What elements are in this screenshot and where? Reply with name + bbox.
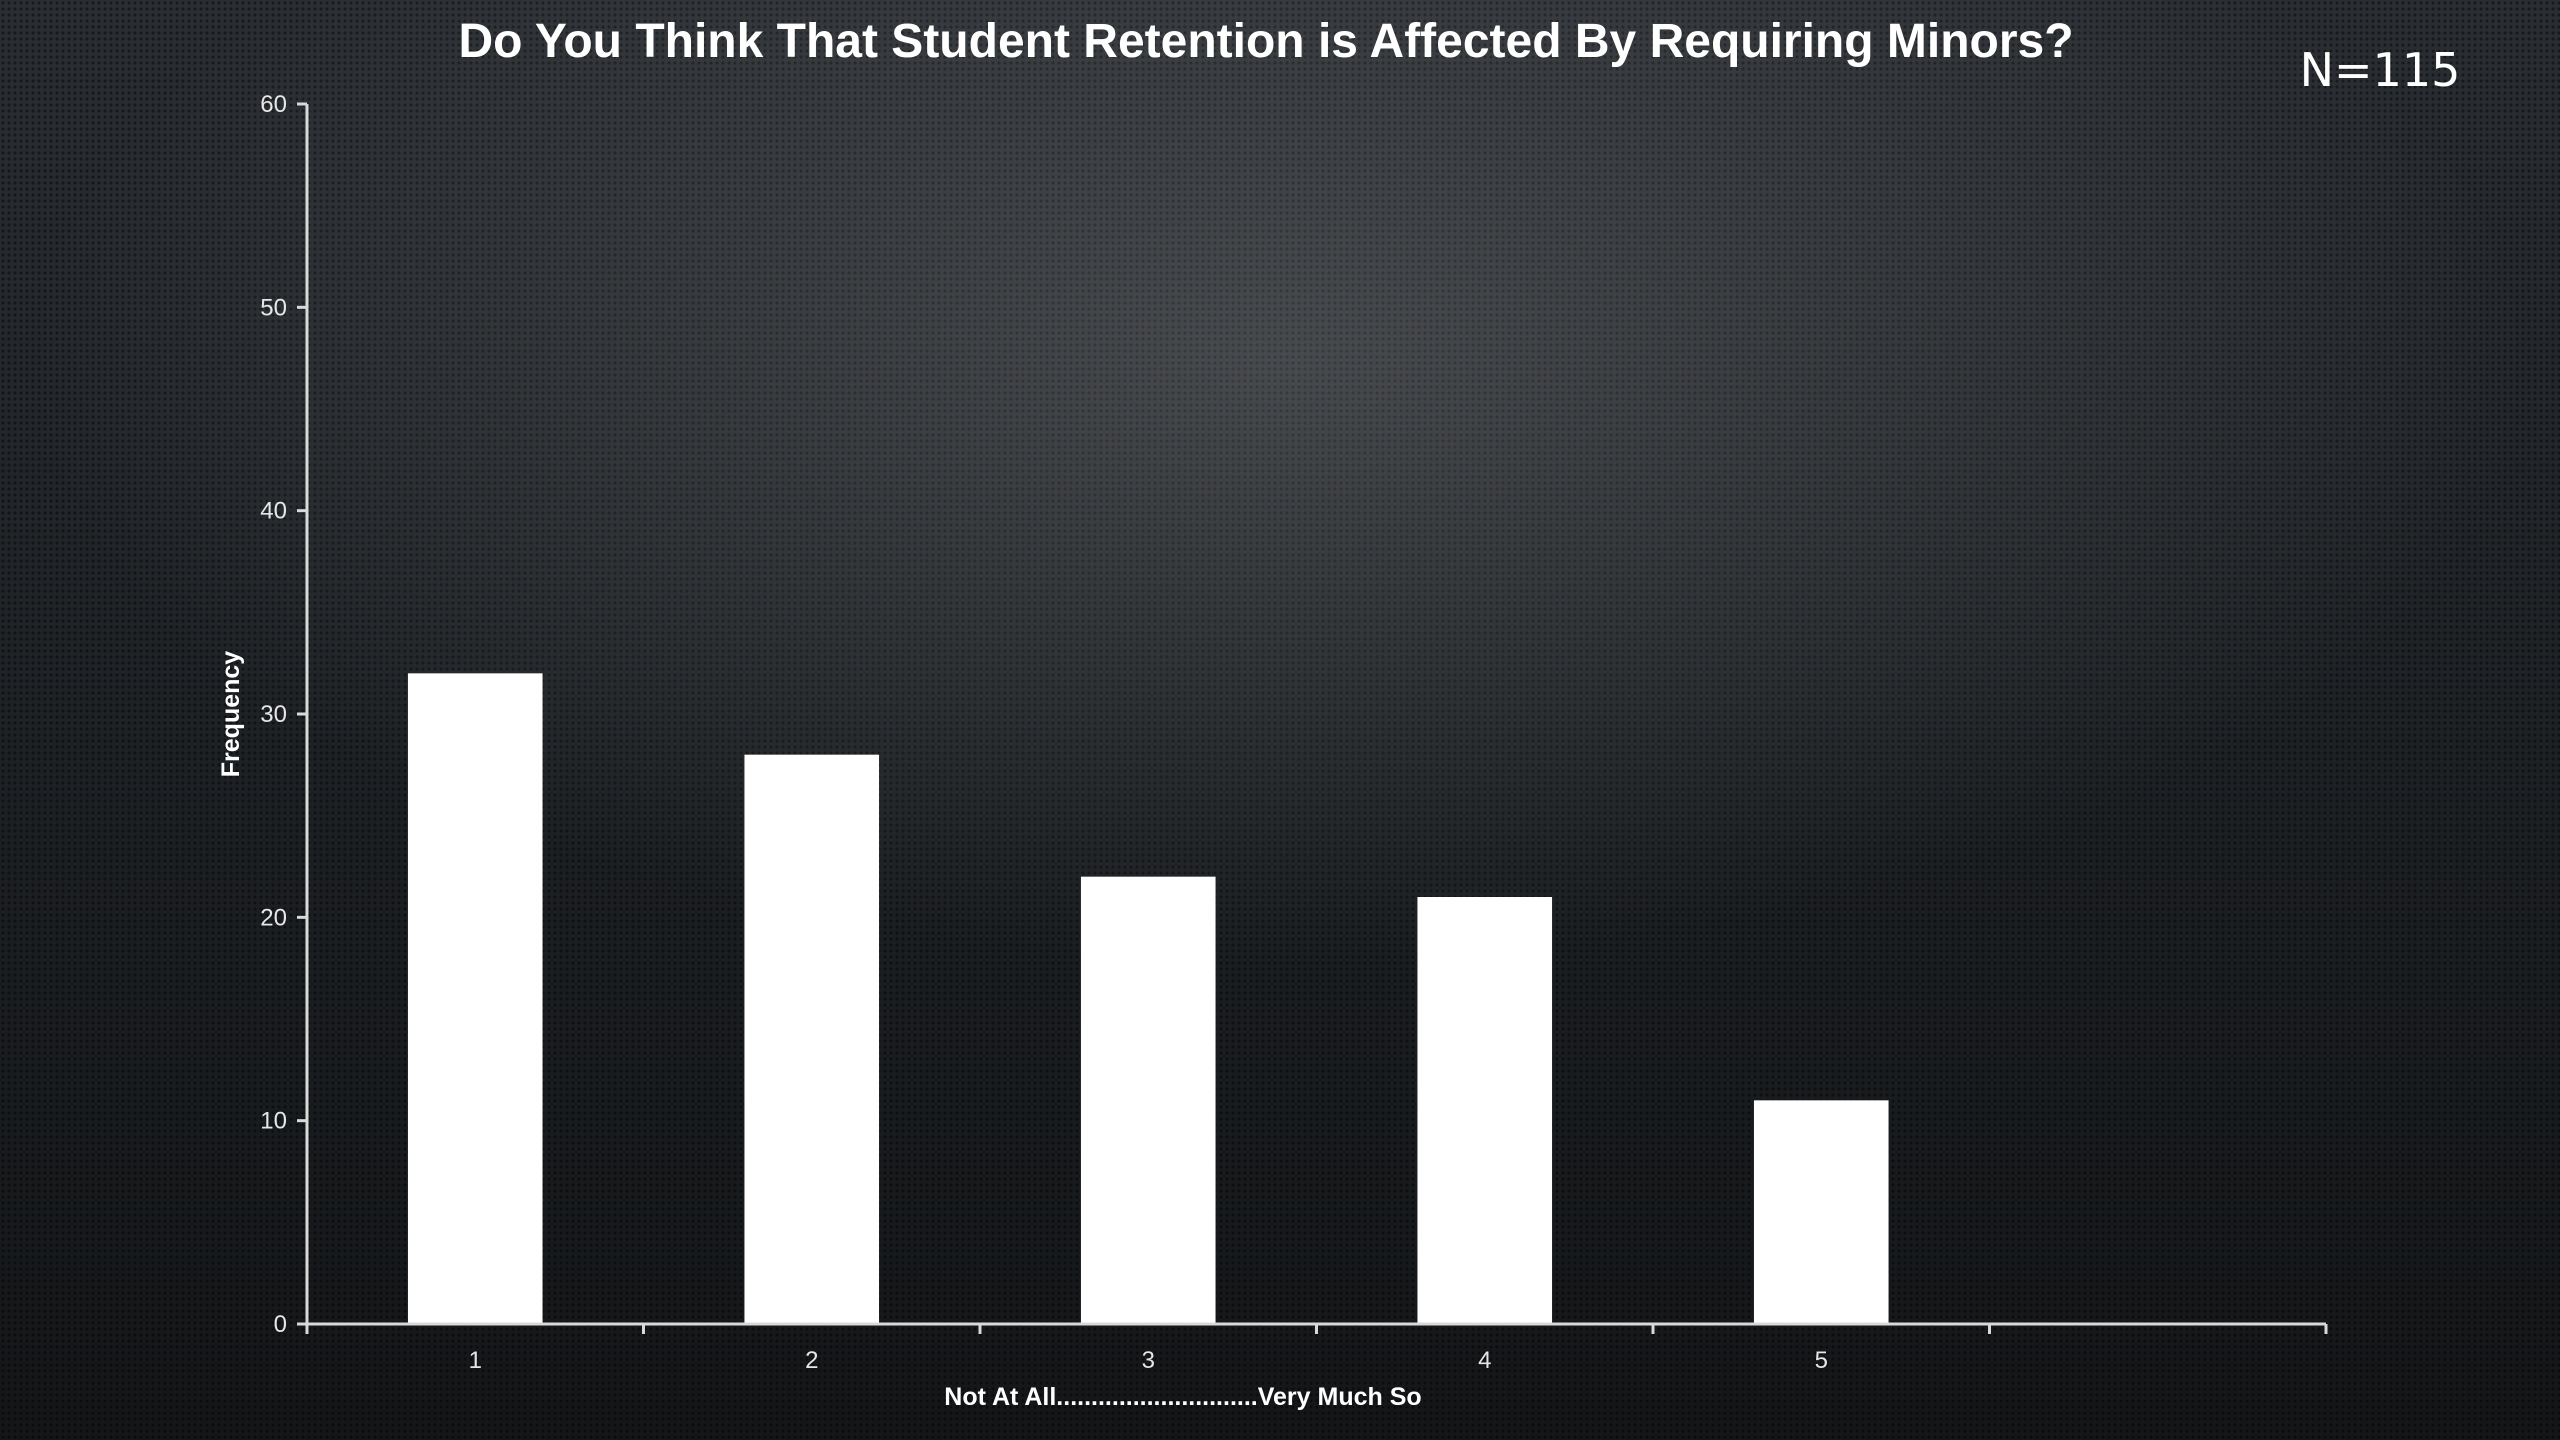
bar-4 [1417,897,1553,1324]
x-tick-label: 1 [469,1347,482,1374]
y-tick-label: 30 [260,701,287,728]
y-axis-title: Frequency [217,651,245,778]
sample-size-label: N=115 [2300,43,2461,97]
x-axis-title: Not At All.............................V… [944,1383,1421,1411]
bar-2 [744,754,880,1324]
x-tick-label: 5 [1815,1347,1828,1374]
y-tick-label: 50 [260,294,287,321]
bar-5 [1753,1100,1889,1324]
y-tick-label: 10 [260,1108,287,1135]
y-tick-label: 60 [260,91,287,118]
chart-title: Do You Think That Student Retention is A… [458,15,2073,68]
x-axis-ticks: 1 2 3 4 5 [305,1324,2328,1374]
bars [407,673,1889,1324]
y-tick-label: 40 [260,498,287,525]
bar-1 [407,673,543,1324]
x-tick-label: 4 [1478,1347,1491,1374]
x-tick-label: 2 [805,1347,818,1374]
y-axis-ticks: 0 10 20 30 40 50 60 [260,91,307,1338]
bar-3 [1080,876,1216,1324]
x-tick-label: 3 [1142,1347,1155,1374]
y-tick-label: 0 [274,1311,287,1338]
y-tick-label: 20 [260,904,287,931]
